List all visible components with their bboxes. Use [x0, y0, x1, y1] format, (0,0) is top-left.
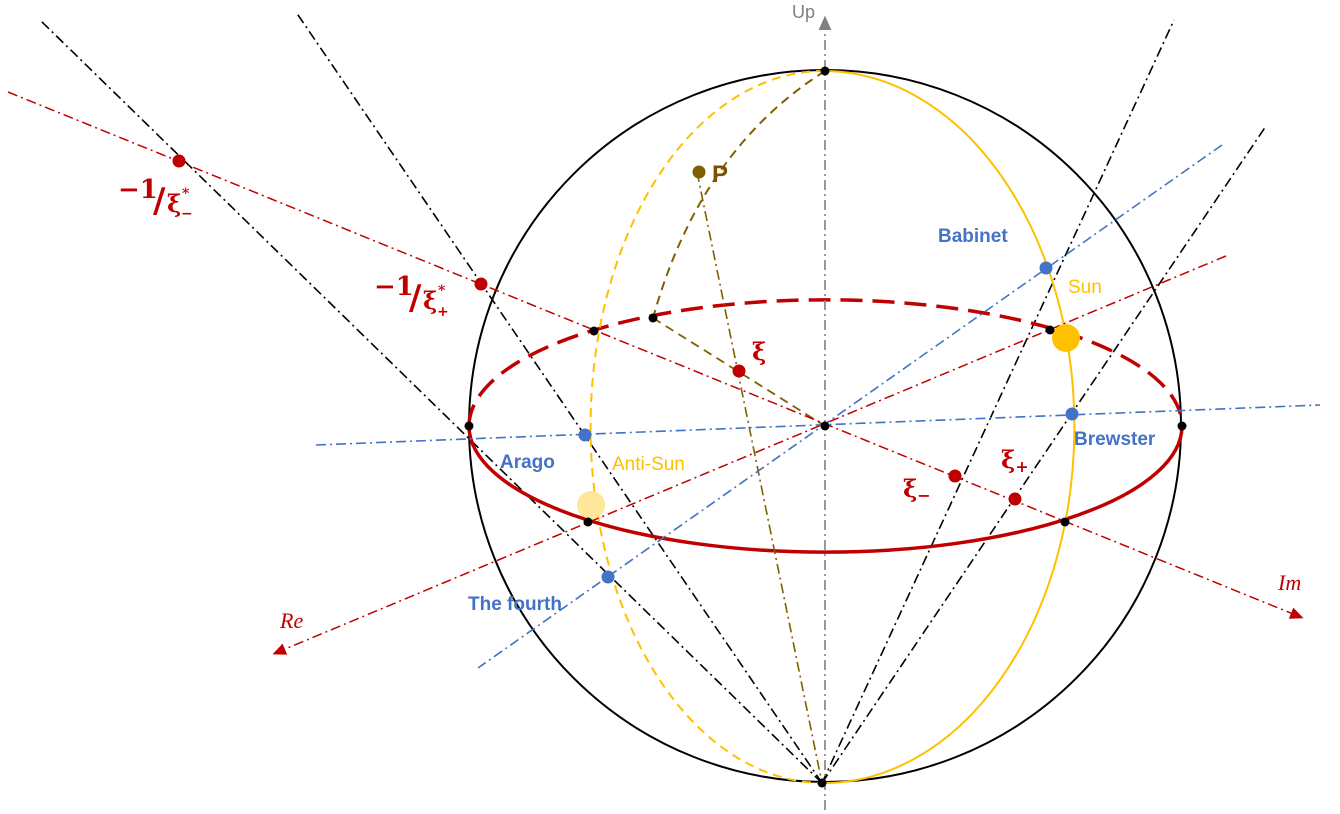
p-point: [692, 165, 706, 179]
svg-text:ξ: ξ: [167, 189, 181, 218]
inv-xi-plus-label: −1 / ξ * +: [374, 272, 449, 320]
up-label: Up: [792, 2, 815, 22]
svg-text:*: *: [182, 186, 190, 202]
equator-front-right-point: [1060, 517, 1070, 527]
xi-plus-point: [1008, 492, 1022, 506]
brewster-label: Brewster: [1074, 429, 1156, 450]
anti-sun-disc: [577, 491, 605, 519]
fourth-point: [601, 570, 615, 584]
svg-text:−: −: [181, 206, 193, 222]
equator-right-point: [1177, 421, 1187, 431]
svg-text:−1: −1: [118, 175, 158, 205]
svg-text:ξ: ξ: [423, 286, 437, 315]
neutral-points: [578, 261, 1079, 584]
im-label: Im: [1277, 570, 1301, 595]
p-meridian-equator-point: [648, 313, 658, 323]
sun-disc: [1052, 324, 1080, 352]
projection-lines: [39, 11, 1267, 784]
xi-plus-label: ξ+: [1001, 445, 1029, 476]
anti-sun-label: Anti-Sun: [612, 454, 685, 475]
inv-xi-minus-label: −1 / ξ * −: [118, 175, 193, 222]
north-pole-point: [820, 66, 830, 76]
xi-points: [172, 154, 1022, 506]
xi-label: ξ: [752, 337, 766, 366]
sun-meridian-back: [589, 69, 826, 784]
projection-line-2: [295, 11, 823, 784]
equator-front: [467, 425, 1184, 554]
sun-meridian-front: [821, 70, 1076, 785]
xi-minus-label: ξ−: [903, 474, 931, 505]
babinet-label: Babinet: [938, 226, 1008, 247]
xi-line: [7, 91, 1304, 619]
arago-point: [578, 428, 592, 442]
p-meridian: [652, 70, 826, 319]
svg-text:/: /: [409, 278, 422, 318]
inv-xi-plus-point: [474, 277, 488, 291]
sun-label: Sun: [1068, 277, 1102, 298]
p-projection-line: [696, 171, 823, 784]
anti-sun-equator-point: [583, 517, 593, 527]
projection-line-1: [39, 19, 823, 784]
re-label: Re: [279, 608, 303, 633]
projection-line-3: [821, 19, 1175, 784]
babinet-fourth-line: [477, 144, 1223, 669]
xi-point: [732, 364, 746, 378]
equator-left-point: [464, 421, 474, 431]
fourth-label: The fourth: [468, 594, 562, 615]
svg-text:+: +: [437, 304, 449, 320]
inv-xi-minus-point: [172, 154, 186, 168]
equator-back-left-point: [589, 326, 599, 336]
sun-meridian-back-point: [1045, 325, 1055, 335]
equatorial-plane-lines: [7, 91, 1304, 655]
babinet-point: [1039, 261, 1053, 275]
arago-label: Arago: [500, 452, 555, 473]
p-label: P: [712, 161, 728, 188]
intersection-points: [464, 66, 1187, 788]
projection-line-4: [821, 125, 1267, 784]
svg-text:*: *: [438, 283, 446, 299]
xi-minus-point: [948, 469, 962, 483]
neutral-point-lines: [315, 144, 1321, 669]
svg-text:−1: −1: [374, 272, 414, 302]
center-point: [820, 421, 830, 431]
south-pole-point: [817, 778, 827, 788]
equator-back: [467, 298, 1184, 427]
p-to-center: [652, 317, 826, 427]
arago-brewster-line: [315, 404, 1321, 446]
svg-text:/: /: [153, 181, 166, 221]
brewster-point: [1065, 407, 1079, 421]
